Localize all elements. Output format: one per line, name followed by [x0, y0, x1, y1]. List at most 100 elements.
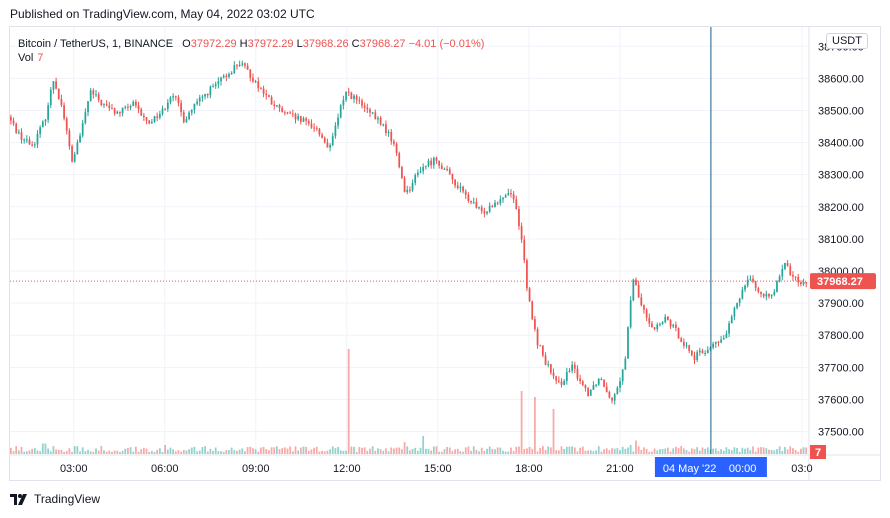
volume-bar	[47, 448, 49, 454]
candle-body	[135, 101, 137, 106]
volume-bar	[350, 446, 353, 454]
candle-body	[236, 65, 238, 67]
volume-bar	[127, 447, 129, 454]
candle-body	[17, 132, 20, 134]
volume-bar	[137, 451, 140, 454]
volume-bar	[629, 445, 632, 454]
volume-bar	[422, 436, 425, 454]
volume-bar	[563, 449, 566, 454]
candle-body	[201, 96, 204, 98]
volume-bar	[321, 450, 323, 454]
candle-body	[331, 136, 334, 146]
footer-brand[interactable]: TradingView	[10, 492, 100, 506]
candle-body	[696, 352, 699, 361]
volume-bar	[800, 448, 802, 454]
volume-bar	[430, 450, 433, 454]
last-price-tag: 37968.27	[810, 273, 876, 290]
volume-bar	[605, 448, 608, 454]
candle-body	[768, 293, 770, 297]
candle-body	[318, 128, 321, 135]
volume-bar	[297, 450, 300, 454]
candle-body	[260, 88, 262, 90]
volume-bar	[409, 450, 411, 454]
volume-bar	[10, 447, 12, 454]
volume-bar	[307, 450, 310, 454]
candles	[10, 60, 808, 405]
candle-body	[571, 364, 574, 371]
candle-body	[483, 211, 486, 214]
legend-high-label: H	[239, 38, 248, 50]
candle-body	[581, 381, 584, 386]
volume-bar	[576, 451, 579, 454]
volume-bar	[217, 451, 220, 454]
currency-button[interactable]: USDT	[826, 33, 868, 49]
candle-body	[789, 266, 792, 276]
volume-bar	[781, 450, 784, 454]
volume-bar	[754, 451, 757, 454]
volume-bar	[97, 450, 100, 454]
candle-body	[87, 101, 89, 113]
candle-body	[395, 143, 398, 154]
volume-bar	[690, 448, 693, 454]
volume-bar	[145, 448, 148, 454]
legend-change: −4.01 (−0.01%)	[408, 38, 485, 50]
volume-bar	[778, 446, 781, 454]
candle-body	[393, 141, 395, 144]
candle-body	[486, 211, 488, 214]
volume-bar	[448, 447, 451, 454]
candle-body	[353, 95, 355, 99]
volume-bar	[15, 446, 18, 454]
volume-bar	[688, 451, 691, 454]
candle-body	[651, 323, 653, 328]
volume-bar	[669, 451, 672, 454]
candle-body	[382, 124, 385, 126]
candle-body	[757, 288, 760, 292]
candle-body	[222, 75, 225, 78]
candle-body	[462, 186, 464, 192]
volume-bar	[225, 450, 228, 454]
candle-body	[345, 91, 347, 100]
candle-body	[33, 144, 36, 146]
candle-body	[92, 90, 95, 95]
candle-body	[512, 194, 515, 200]
candle-body	[579, 378, 581, 382]
candle-body	[52, 81, 55, 90]
volume-bar	[730, 450, 733, 454]
volume-bar	[557, 450, 560, 454]
volume-bar	[393, 448, 395, 454]
candle-body	[214, 84, 217, 87]
time-axis[interactable]: 03:00 06:00 09:00 12:00 15:00 18:00 21:00 03:0	[60, 463, 813, 475]
tradingview-logo-icon	[10, 494, 27, 505]
volume-bar	[68, 448, 71, 454]
candle-body	[688, 345, 691, 351]
candle-body	[454, 179, 456, 186]
volume-bar	[111, 451, 113, 454]
candle-body	[616, 387, 619, 395]
published-header: Published on TradingView.com, May 04, 20…	[10, 7, 315, 21]
candle-body	[313, 127, 315, 129]
candle-body	[185, 119, 188, 123]
volume-bar	[25, 451, 28, 454]
price-axis[interactable]: 38700.0038600.0038500.0038400.0038300.00…	[818, 41, 864, 438]
volume-bar	[680, 446, 683, 454]
volume-bar	[249, 446, 252, 454]
volume-bar	[84, 451, 87, 454]
candle-body	[265, 93, 268, 96]
candle-body	[419, 171, 422, 173]
volume-bar	[140, 449, 143, 454]
volume-bar	[499, 447, 502, 454]
volume-bar	[491, 448, 494, 454]
candle-body	[374, 112, 377, 120]
volume-bar	[510, 447, 512, 454]
volume-bar	[786, 449, 789, 454]
volume-bar	[746, 447, 749, 454]
volume-bar	[462, 451, 464, 454]
volume-bar	[299, 447, 302, 454]
candle-body	[736, 302, 738, 308]
volume-bar	[741, 447, 744, 454]
volume-bar	[246, 447, 249, 454]
volume-bar	[65, 450, 68, 454]
candle-body	[597, 378, 600, 385]
volume-bar	[169, 447, 172, 454]
